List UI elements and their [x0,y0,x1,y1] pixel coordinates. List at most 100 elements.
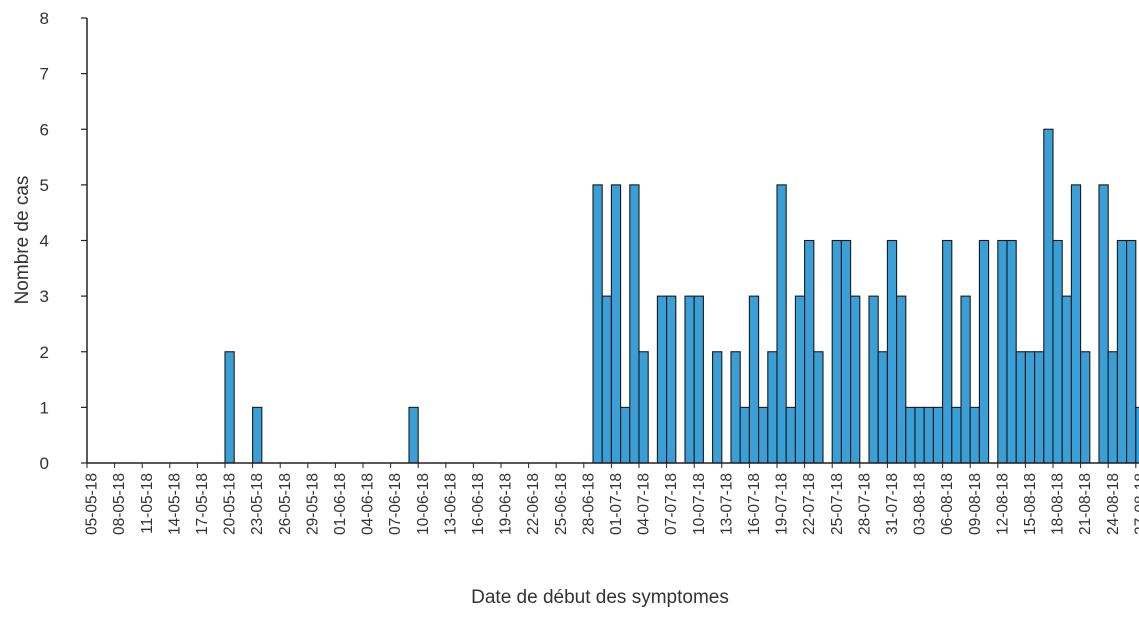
x-tick-label: 20-05-18 [222,473,239,535]
bar [601,295,612,464]
bar [1070,184,1082,464]
bar [997,239,1008,464]
x-tick-label: 11-05-18 [139,473,156,534]
bar [1080,351,1091,464]
bar [877,351,888,464]
x-tick-label: 27-08-18 [1132,473,1139,535]
x-tick-label: 19-06-18 [498,473,515,535]
x-tick-label: 15-08-18 [1022,473,1039,535]
bar [739,406,750,464]
bar [712,351,723,464]
x-tick-label: 16-07-18 [746,473,763,535]
bar [1107,351,1118,464]
x-tick-label: 25-06-18 [553,473,570,535]
bar [684,295,695,464]
y-tick-label: 5 [40,176,49,195]
x-tick-label: 05-05-18 [84,473,101,535]
x-tick-label: 24-08-18 [1105,473,1122,535]
bar [748,295,760,464]
bar [942,239,953,464]
bar [1052,239,1063,464]
x-tick-label: 13-06-18 [442,473,459,535]
bar [629,184,640,464]
bar [730,351,741,464]
x-tick-label: 08-05-18 [111,473,128,535]
bar [776,184,787,464]
bar [785,406,796,464]
x-tick-label: 18-08-18 [1050,473,1067,535]
bar [656,295,668,464]
bar [804,239,815,464]
y-tick-label: 8 [40,9,49,28]
x-tick-label: 22-07-18 [801,473,818,535]
x-tick-label: 10-07-18 [691,473,708,535]
y-tick-label: 0 [40,454,49,473]
x-tick-label: 23-05-18 [249,473,266,535]
bar [914,406,925,464]
bar [1024,351,1036,464]
x-tick-label: 28-07-18 [856,473,873,535]
bar [1043,128,1054,464]
x-tick-label: 03-08-18 [912,473,929,535]
bar [767,351,778,464]
bar [831,239,842,464]
y-tick-label: 6 [40,120,49,139]
bars [224,128,1139,464]
y-tick-label: 7 [40,65,49,84]
x-tick-label: 12-08-18 [994,473,1011,535]
bar [932,406,944,464]
x-axis-label: Date de début des symptomes [471,587,729,608]
bar [252,406,263,464]
x-tick-label: 29-05-18 [304,473,321,535]
bar [408,406,419,464]
bar [758,406,769,464]
bar [610,184,622,464]
bar [1116,239,1128,464]
bar [923,406,934,464]
x-tick-label: 17-05-18 [194,473,211,535]
bar [224,351,235,464]
x-tick-label: 01-06-18 [332,473,349,535]
x-tick-label: 16-06-18 [470,473,487,535]
x-tick-label: 25-07-18 [829,473,846,535]
x-tick-label: 10-06-18 [415,473,432,535]
bar [794,295,806,464]
x-tick-label: 06-08-18 [939,473,956,535]
x-axis: 05-05-18 08-05-18 11-05-18 14-05-18 17-05-18… [84,462,1139,535]
bar [638,351,649,464]
bar [978,239,990,464]
bar [868,295,879,464]
y-axis-label: Nombre de cas [12,176,33,305]
y-tick-label: 4 [40,232,49,251]
x-tick-label: 31-07-18 [884,473,901,535]
x-tick-label: 01-07-18 [608,473,625,535]
x-tick-label: 07-06-18 [387,473,404,535]
bar [693,295,704,464]
x-tick-label: 21-08-18 [1077,473,1094,535]
y-tick-label: 1 [40,398,49,417]
x-tick-label: 09-08-18 [967,473,984,535]
bar [592,184,603,464]
x-tick-label: 07-07-18 [663,473,680,535]
bar [1135,406,1139,464]
bar [886,239,898,464]
bar [1006,239,1017,464]
x-tick-label: 28-06-18 [580,473,597,535]
bar [620,406,631,464]
bar [850,295,861,464]
bar [905,406,916,464]
bar [1034,351,1045,464]
bar [1098,184,1109,464]
y-tick-label: 3 [40,287,49,306]
bar [813,351,824,464]
x-tick-label: 22-06-18 [525,473,542,535]
bar [969,406,980,464]
x-tick-label: 04-07-18 [636,473,653,535]
x-tick-label: 04-06-18 [360,473,377,535]
y-tick-label: 2 [40,343,49,362]
y-axis: 0 1 2 3 4 5 6 7 8 [40,9,88,473]
bar [1015,351,1026,464]
bar [960,295,971,464]
